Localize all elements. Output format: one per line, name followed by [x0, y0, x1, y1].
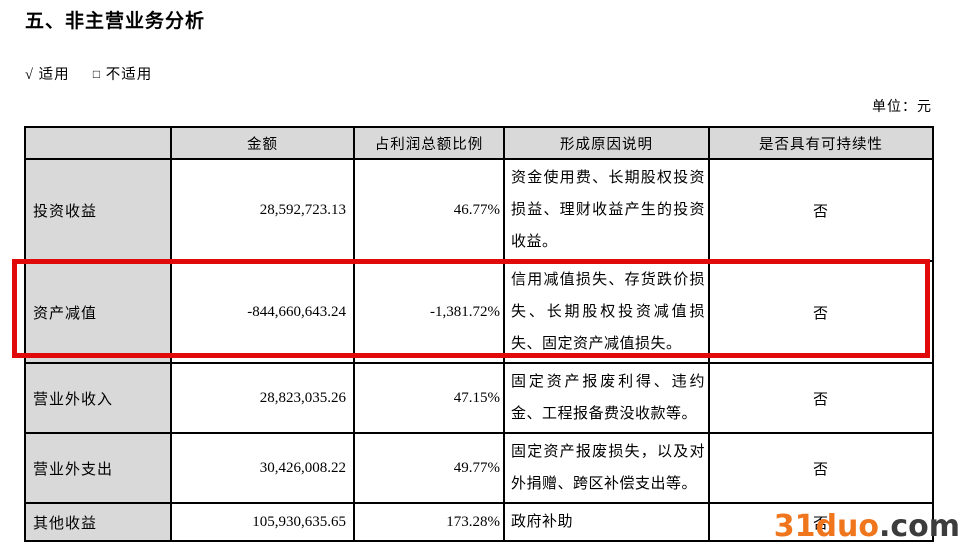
table-row-asset-impairment: 资产减值 -844,660,643.24 -1,381.72% 信用减值损失、存… — [24, 260, 934, 364]
non-main-business-table: 金额 占利润总额比例 形成原因说明 是否具有可持续性 投资收益 28,592,7… — [24, 126, 934, 542]
checkmark-icon: √ — [25, 67, 34, 83]
amount-cell: -844,660,643.24 — [170, 260, 355, 364]
page-title: 五、非主营业务分析 — [25, 10, 206, 32]
amount-cell: 28,823,035.26 — [170, 362, 355, 434]
table-row-investment-income: 投资收益 28,592,723.13 46.77% 资金使用费、长期股权投资损益… — [24, 158, 934, 262]
applicability-line: √ 适用 □ 不适用 — [25, 63, 152, 84]
ratio-cell: 47.15% — [353, 362, 505, 434]
ratio-cell: 173.28% — [353, 502, 505, 542]
row-label: 资产减值 — [24, 260, 172, 364]
sustainable-cell: 否 — [708, 260, 934, 364]
reason-cell: 固定资产报废损失，以及对外捐赠、跨区补偿支出等。 — [503, 432, 710, 504]
ratio-cell: 46.77% — [353, 158, 505, 262]
reason-cell: 固定资产报废利得、违约金、工程报备费没收款等。 — [503, 362, 710, 434]
table-row-non-operating-expense: 营业外支出 30,426,008.22 49.77% 固定资产报废损失，以及对外… — [24, 432, 934, 504]
table-row-other-income: 其他收益 105,930,635.65 173.28% 政府补助 否 — [24, 502, 934, 542]
watermark-brand: 31duo — [773, 509, 879, 544]
amount-cell: 28,592,723.13 — [170, 158, 355, 262]
applicable-label: 适用 — [38, 67, 70, 83]
checkbox-empty-icon: □ — [92, 67, 102, 81]
sustainable-cell: 否 — [708, 432, 934, 504]
sustainable-cell: 否 — [708, 158, 934, 262]
watermark: 31duo.com — [774, 512, 960, 542]
amount-cell: 30,426,008.22 — [170, 432, 355, 504]
reason-cell: 信用减值损失、存货跌价损失、长期股权投资减值损失、固定资产减值损失。 — [503, 260, 710, 364]
table-header-row: 金额 占利润总额比例 形成原因说明 是否具有可持续性 — [24, 126, 934, 160]
row-label: 投资收益 — [24, 158, 172, 262]
not-applicable-label: 不适用 — [105, 67, 153, 83]
sustainable-cell: 否 — [708, 362, 934, 434]
ratio-cell: -1,381.72% — [353, 260, 505, 364]
header-profit-ratio: 占利润总额比例 — [353, 126, 505, 160]
sustainable-cell: 否 — [708, 502, 934, 542]
amount-cell: 105,930,635.65 — [170, 502, 355, 542]
header-sustainability: 是否具有可持续性 — [708, 126, 934, 160]
reason-cell: 资金使用费、长期股权投资损益、理财收益产生的投资收益。 — [503, 158, 710, 262]
unit-label: 单位：元 — [872, 100, 932, 115]
header-reason: 形成原因说明 — [503, 126, 710, 160]
reason-cell: 政府补助 — [503, 502, 710, 542]
header-amount: 金额 — [170, 126, 355, 160]
watermark-suffix: .com — [878, 509, 960, 544]
ratio-cell: 49.77% — [353, 432, 505, 504]
row-label: 营业外支出 — [24, 432, 172, 504]
row-label: 营业外收入 — [24, 362, 172, 434]
table-row-non-operating-income: 营业外收入 28,823,035.26 47.15% 固定资产报废利得、违约金、… — [24, 362, 934, 434]
header-blank — [24, 126, 172, 160]
row-label: 其他收益 — [24, 502, 172, 542]
